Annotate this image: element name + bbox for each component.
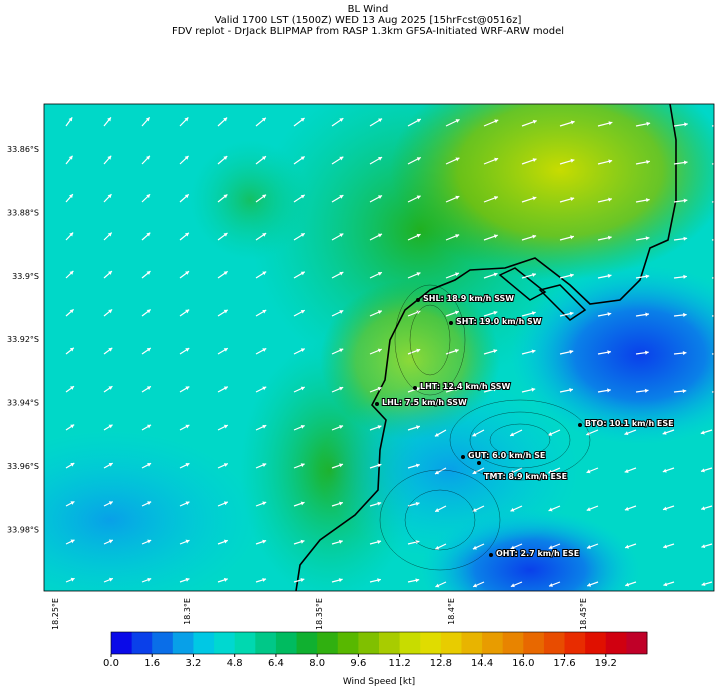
lat-tick-label: 33.92°S: [7, 335, 39, 344]
colorbar-tick-label: 8.0: [309, 658, 325, 669]
colorbar-tick-label: 12.8: [430, 658, 452, 669]
station-dot: [413, 386, 417, 390]
colorbar-segment: [544, 632, 565, 654]
colorbar-segment: [193, 632, 214, 654]
lon-tick-label: 18.3°E: [183, 598, 192, 625]
lon-tick-label: 18.45°E: [579, 598, 588, 630]
lon-tick-label: 18.4°E: [447, 598, 456, 625]
station-dot: [477, 461, 481, 465]
field: [320, 380, 580, 560]
colorbar-segment: [400, 632, 421, 654]
station-label: LHT: 12.4 km/h SSW: [420, 382, 511, 391]
station-dot: [375, 402, 379, 406]
colorbar-tick-label: 9.6: [350, 658, 366, 669]
colorbar-tick-label: 16.0: [512, 658, 534, 669]
colorbar-segment: [297, 632, 318, 654]
lat-tick-label: 33.96°S: [7, 462, 39, 471]
colorbar-segment: [585, 632, 606, 654]
colorbar-segment: [523, 632, 544, 654]
colorbar-segment: [111, 632, 132, 654]
station-dot: [461, 455, 465, 459]
colorbar-tick-label: 0.0: [103, 658, 119, 669]
colorbar-segment: [379, 632, 400, 654]
colorbar-tick-label: 19.2: [595, 658, 617, 669]
colorbar-segment: [461, 632, 482, 654]
colorbar-segment: [276, 632, 297, 654]
lat-tick-label: 33.98°S: [7, 525, 39, 534]
lon-tick-label: 18.35°E: [315, 598, 324, 630]
lat-tick-label: 33.9°S: [12, 272, 39, 281]
lon-ticks: 18.25°E 18.3°E 18.35°E 18.4°E 18.45°E: [51, 598, 588, 630]
colorbar-tick-label: 1.6: [144, 658, 160, 669]
station-label: LHL: 7.5 km/h SSW: [382, 398, 467, 407]
colorbar-segment: [173, 632, 194, 654]
colorbar-segment: [503, 632, 524, 654]
station-label: OHT: 2.7 km/h ESE: [496, 549, 579, 558]
colorbar-segment: [565, 632, 586, 654]
subtitle: Valid 1700 LST (1500Z) WED 13 Aug 2025 […: [215, 15, 522, 26]
title: BL Wind: [348, 4, 389, 15]
station-dot: [416, 298, 420, 302]
colorbar-tick-label: 11.2: [388, 658, 410, 669]
colorbar-segment: [358, 632, 379, 654]
colorbar-segment: [626, 632, 647, 654]
colorbar-segment: [152, 632, 173, 654]
map-area: [0, 60, 721, 630]
lon-tick-label: 18.25°E: [51, 598, 60, 630]
colorbar: 0.0 1.6 3.2 4.8 6.4 8.0 9.6 11.2 12.8 14.4 16.0 17.…: [103, 632, 647, 669]
lat-ticks: 33.86°S 33.88°S 33.9°S 33.92°S 33.94°S 33.96°…: [7, 145, 39, 534]
station-label: GUT: 6.0 km/h SE: [468, 451, 545, 460]
subtitle: FDV replot - DrJack BLIPMAP from RASP 1.…: [172, 26, 564, 37]
colorbar-tick-label: 6.4: [268, 658, 284, 669]
colorbar-segment: [441, 632, 462, 654]
colorbar-segment: [214, 632, 235, 654]
colorbar-tick-label: 3.2: [186, 658, 202, 669]
colorbar-segment: [606, 632, 627, 654]
colorbar-segment: [235, 632, 256, 654]
station-dot: [489, 553, 493, 557]
station-dot: [449, 321, 453, 325]
colorbar-segment: [317, 632, 338, 654]
lat-tick-label: 33.94°S: [7, 399, 39, 408]
colorbar-label: Wind Speed [kt]: [343, 677, 415, 687]
station-label: SHL: 18.9 km/h SSW: [423, 294, 514, 303]
wind-arrow: [712, 391, 721, 392]
colorbar-segment: [482, 632, 503, 654]
colorbar-segment: [255, 632, 276, 654]
field: [190, 140, 310, 260]
station-dot: [578, 423, 582, 427]
colorbar-tick-label: 17.6: [553, 658, 575, 669]
colorbar-segment: [420, 632, 441, 654]
colorbar-tick-label: 4.8: [227, 658, 243, 669]
colorbar-tick-label: 14.4: [471, 658, 493, 669]
field: [390, 60, 721, 280]
colorbar-segment: [338, 632, 359, 654]
station-label: SHT: 19.0 km/h SW: [456, 317, 542, 326]
station-label: TMT: 8.9 km/h ESE: [484, 472, 567, 481]
station-label: BTO: 10.1 km/h ESE: [585, 419, 674, 428]
colorbar-segment: [132, 632, 153, 654]
lat-tick-label: 33.86°S: [7, 145, 39, 154]
lat-tick-label: 33.88°S: [7, 208, 39, 217]
